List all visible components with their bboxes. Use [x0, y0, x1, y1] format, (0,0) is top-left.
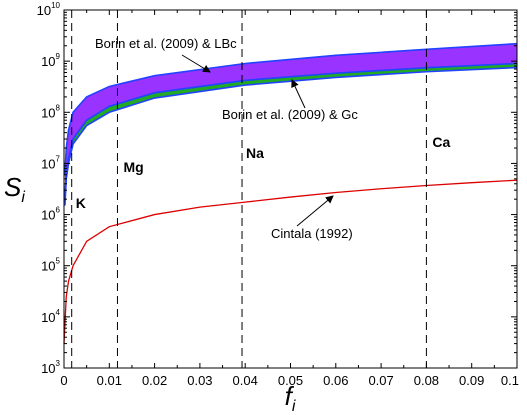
y-tick-label: 107 — [41, 154, 60, 171]
axis-ticks: 0 0.01 0.02 0.03 0.04 0.05 0.06 0.07 0.08 0.09 0.1… — [37, 1, 519, 388]
annotations: Borin et al. (2009) & LBc Borin et al. (2… — [95, 36, 358, 241]
y-tick-label: 1010 — [37, 1, 61, 18]
annotation-arrow-2 — [296, 195, 334, 227]
marker-label-mg: Mg — [123, 159, 143, 175]
annotation-label-2: Cintala (1992) — [271, 226, 353, 241]
x-tick-label: 0.06 — [323, 373, 348, 388]
y-tick-label: 103 — [41, 359, 60, 376]
data-layer — [63, 42, 518, 344]
series-line-2 — [63, 179, 518, 344]
y-tick-label: 109 — [41, 52, 60, 69]
marker-label-na: Na — [246, 145, 264, 161]
x-tick-label: 0.08 — [414, 373, 439, 388]
x-tick-label: 0.05 — [278, 373, 303, 388]
x-tick-label: 0.03 — [187, 373, 212, 388]
marker-label-ca: Ca — [432, 134, 450, 150]
y-tick-label: 106 — [41, 206, 60, 223]
series-band-0 — [64, 43, 517, 200]
x-tick-label: 0.09 — [459, 373, 484, 388]
x-tick-label: 0.1 — [501, 373, 519, 388]
series-band-lower-edge-1 — [64, 66, 518, 206]
annotation-label-0: Borin et al. (2009) & LBc — [95, 36, 237, 51]
x-tick-label: 0.04 — [233, 373, 258, 388]
series-band-upper-edge-0 — [64, 42, 518, 175]
y-tick-label: 108 — [41, 103, 60, 120]
x-axis-title: fi — [285, 381, 296, 415]
element-markers: K Mg Na Ca — [71, 10, 451, 368]
x-tick-label: 0.02 — [142, 373, 167, 388]
y-tick-label: 104 — [41, 308, 60, 325]
x-tick-label: 0.01 — [97, 373, 122, 388]
annotation-arrow-1 — [291, 79, 306, 109]
y-axis-title: Si — [4, 172, 25, 206]
y-tick-label: 105 — [41, 257, 60, 274]
annotation-label-1: Borin et al. (2009) & Gc — [222, 107, 358, 122]
axis-titles: fi Si — [4, 172, 296, 415]
annotation-arrow-0 — [181, 54, 211, 73]
marker-label-k: K — [76, 195, 86, 211]
x-tick-label: 0 — [60, 373, 67, 388]
x-tick-label: 0.07 — [368, 373, 393, 388]
